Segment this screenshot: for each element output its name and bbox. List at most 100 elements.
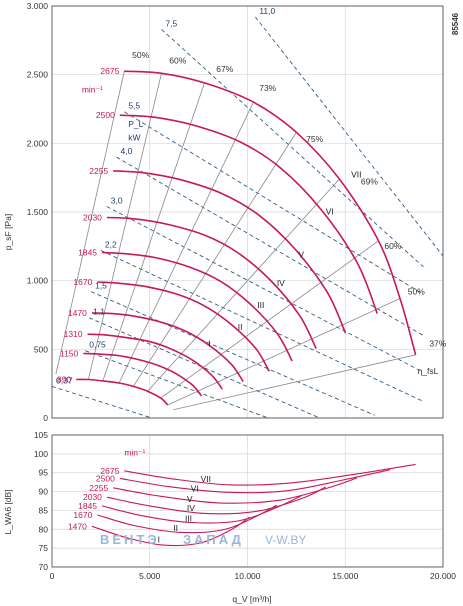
efficiency-line-6	[160, 240, 379, 399]
speed-label-1150: 1150	[60, 348, 79, 358]
speed-curve-2255	[113, 170, 347, 334]
speed-curve-1845	[101, 251, 293, 362]
power-line-5,5	[124, 111, 424, 295]
top-y-axis-label: p_sF [Pa]	[3, 214, 13, 250]
power-symbol-label: P_L	[128, 119, 143, 129]
speed-label-1310: 1310	[64, 329, 83, 339]
watermark-text-mid: ЗАПАД	[183, 532, 244, 547]
speed-curve-1470	[91, 312, 244, 383]
sound-label-2030: 2030	[83, 492, 102, 502]
power-line-11,0	[254, 16, 443, 257]
efficiency-curve-label: η_fsL	[418, 366, 439, 376]
power-label-1,1: 1,1	[93, 307, 105, 317]
bottom-y-axis-label: L_WA6 [dB]	[3, 489, 13, 534]
speed-label-1845: 1845	[78, 248, 97, 258]
speed-label-2030: 2030	[83, 212, 102, 222]
operating-range-VI: VI	[326, 207, 334, 217]
bottom-y-tick-label: 90	[39, 487, 49, 497]
bottom-y-tick-label: 70	[39, 562, 49, 572]
sound-operating-range-I: I	[158, 534, 160, 544]
sound-operating-range-IV: IV	[187, 503, 195, 513]
sound-curve-2500	[119, 469, 391, 494]
top-clipped-group	[52, 16, 443, 418]
sound-label-1670: 1670	[73, 510, 92, 520]
speed-curve-2500	[119, 114, 379, 314]
efficiency-label-5: 69%	[361, 177, 378, 187]
power-label-11,0: 11,0	[259, 6, 275, 16]
operating-range-IV: IV	[277, 278, 285, 288]
top-y-tick-label: 0	[43, 413, 48, 423]
power-label-7,5: 7,5	[165, 18, 177, 28]
top-y-tick-label: 2.000	[27, 138, 49, 148]
efficiency-label-0: 50%	[132, 50, 149, 60]
bottom-y-tick-label: 105	[34, 430, 48, 440]
x-tick-label: 15.000	[332, 571, 358, 581]
speed-label-1670: 1670	[73, 277, 92, 287]
speed-label-2500: 2500	[96, 110, 115, 120]
bottom-y-tick-label: 95	[39, 468, 49, 478]
top-chart-curves: 0,37 0,75 1,1 1,5 2,2 3,0 4,0 5,5 7,5 11,0 P_L kW 50…	[52, 6, 447, 418]
speed-label-2675: 2675	[100, 66, 119, 76]
sound-operating-range-V: V	[187, 494, 193, 504]
power-label-0,37: 0,37	[56, 375, 73, 385]
power-line-1,5	[90, 291, 375, 416]
efficiency-line-7	[167, 298, 401, 406]
power-line-0,37	[52, 385, 154, 418]
power-line-7,5	[161, 29, 424, 268]
power-line-1,1	[88, 317, 321, 418]
efficiency-label-2: 67%	[216, 64, 233, 74]
x-tick-label: 20.000	[430, 571, 456, 581]
sound-label-1470: 1470	[68, 521, 87, 531]
watermark-text-right: V-W.BY	[265, 533, 306, 547]
efficiency-label-4: 75%	[306, 134, 323, 144]
top-y-tick-label: 1.500	[27, 207, 49, 217]
power-label-1,5: 1,5	[95, 281, 107, 291]
top-y-tick-label: 500	[34, 344, 48, 354]
x-axis-label: q_V [m³/h]	[232, 594, 271, 604]
operating-range-VII: VII	[351, 170, 361, 180]
efficiency-label-1: 60%	[169, 56, 186, 66]
sound-curve-1470	[91, 516, 250, 547]
sound-curve-2675	[124, 463, 416, 486]
operating-range-III: III	[257, 300, 264, 310]
efficiency-line-2	[102, 82, 205, 382]
top-y-tick-label: 3.000	[27, 1, 49, 11]
sound-label-2255: 2255	[89, 483, 108, 493]
sound-operating-range-II: II	[173, 523, 178, 533]
efficiency-label-8: 37%	[429, 339, 446, 349]
power-label-2,2: 2,2	[105, 239, 117, 249]
speed-label-2255: 2255	[89, 166, 108, 176]
operating-range-I: I	[208, 339, 210, 349]
power-line-0,75	[85, 350, 270, 418]
sound-operating-range-VII: VII	[201, 474, 211, 484]
sound-curve-2030	[106, 486, 326, 515]
efficiency-label-7: 50%	[408, 286, 425, 296]
speed-curve-1670	[97, 281, 270, 372]
watermark-text-left: ВЕНТЭ	[100, 532, 160, 547]
figure-reference-number: 85546	[451, 12, 460, 35]
sound-operating-range-III: III	[185, 514, 192, 524]
top-y-tick-label: 1.000	[27, 276, 49, 286]
sound-label-2500: 2500	[96, 473, 115, 483]
sound-label-2675: 2675	[100, 466, 119, 476]
efficiency-line-3	[118, 101, 254, 384]
efficiency-line-1	[87, 73, 162, 380]
bottom-y-tick-label: 100	[34, 449, 48, 459]
speed-unit-label: min⁻¹	[82, 85, 103, 95]
power-line-2,2	[100, 250, 424, 402]
sound-curve-2255	[113, 477, 358, 504]
sound-operating-range-VI: VI	[191, 484, 199, 494]
speed-curve-2030	[106, 216, 317, 349]
sound-label-1845: 1845	[78, 501, 97, 511]
operating-range-V: V	[298, 249, 304, 259]
power-label-5,5: 5,5	[128, 101, 140, 111]
speed-label-1470: 1470	[68, 308, 87, 318]
power-line-3,0	[106, 206, 422, 372]
x-tick-label: 5.000	[139, 571, 161, 581]
speed-curve-2675	[124, 70, 417, 356]
x-tick-label: 10.000	[235, 571, 261, 581]
bottom-y-tick-label: 75	[39, 543, 49, 553]
efficiency-label-3: 73%	[259, 83, 276, 93]
top-chart-grid: 05001.0001.5002.0002.5003.00005.00010.00…	[27, 1, 444, 423]
